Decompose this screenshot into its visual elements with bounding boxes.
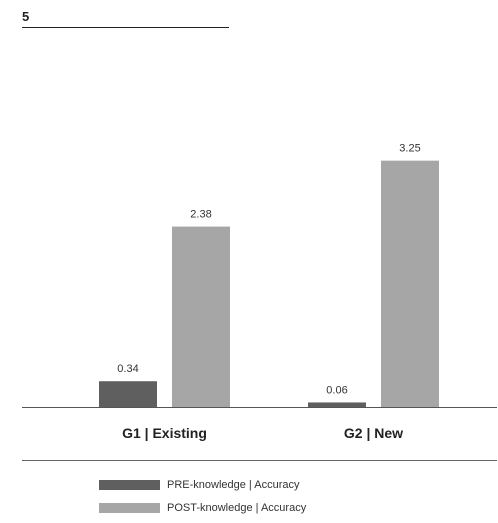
legend-swatch-pre <box>99 480 160 490</box>
bar-pre-g1 <box>99 381 157 407</box>
category-label-g1: G1 | Existing <box>122 425 207 441</box>
title-rule <box>22 27 229 28</box>
bar-chart: 0.34 2.38 G1 | Existing 0.06 3.25 G2 | New <box>22 143 497 441</box>
value-label-pre-g1: 0.34 <box>117 363 138 375</box>
legend-swatch-post <box>99 503 160 513</box>
legend-item-pre: PRE-knowledge | Accuracy <box>99 475 306 495</box>
legend-rule <box>22 460 497 461</box>
value-label-post-g1: 2.38 <box>190 209 211 221</box>
legend-label-post: POST-knowledge | Accuracy <box>167 502 307 514</box>
bar-pre-g2 <box>308 402 366 407</box>
category-label-g2: G2 | New <box>344 425 403 441</box>
value-label-post-g2: 3.25 <box>399 143 420 155</box>
bar-post-g1 <box>172 226 230 407</box>
legend-label-pre: PRE-knowledge | Accuracy <box>167 479 300 491</box>
page-number: 5 <box>22 9 30 24</box>
legend-item-post: POST-knowledge | Accuracy <box>99 498 306 518</box>
bar-post-g2 <box>381 160 439 407</box>
legend: PRE-knowledge | Accuracy POST-knowledge … <box>99 475 306 521</box>
value-label-pre-g2: 0.06 <box>326 384 347 396</box>
